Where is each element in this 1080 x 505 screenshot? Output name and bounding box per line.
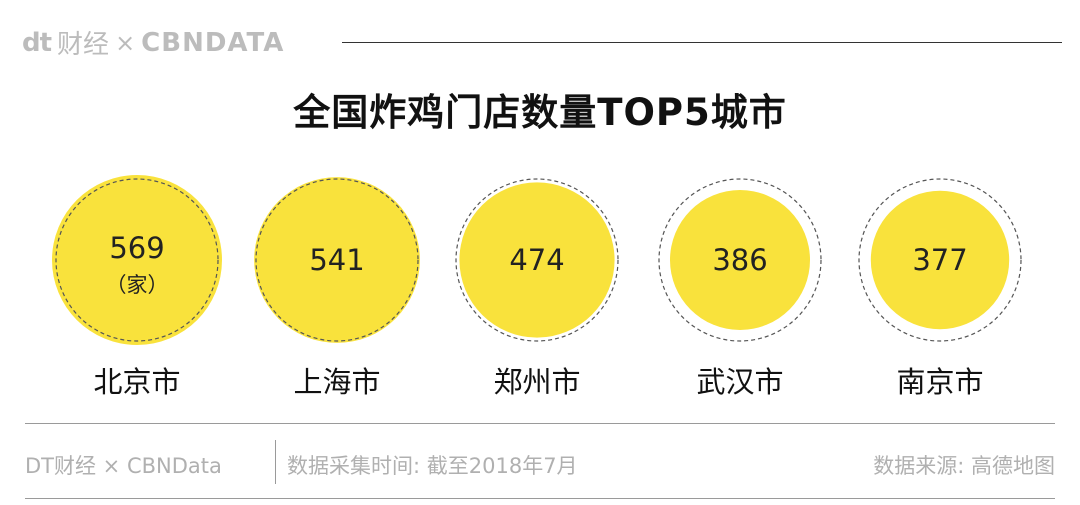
bubble-1	[52, 175, 222, 345]
category-label-1: 北京市	[93, 365, 180, 399]
brand-logo: dt 财经 × CBNDATA	[22, 24, 284, 61]
category-label-3: 郑州市	[493, 365, 580, 399]
category-label-5: 南京市	[896, 365, 983, 399]
bubble-2	[254, 177, 420, 343]
value-label-2: 541	[309, 243, 364, 277]
brand-times: ×	[115, 28, 136, 57]
header-rule	[342, 42, 1062, 43]
footer-brand-source: DT财经 × CBNData	[25, 454, 222, 478]
brand-cbndata: CBNDATA	[141, 27, 285, 58]
value-label-1: 569	[109, 231, 164, 265]
brand-dt: dt	[22, 27, 52, 58]
category-label-4: 武汉市	[696, 365, 783, 399]
chart-title: 全国炸鸡门店数量TOP5城市	[293, 91, 787, 134]
footer-divider-top	[25, 423, 1055, 424]
category-label-2: 上海市	[293, 365, 380, 399]
brand-cn: 财经	[57, 30, 110, 60]
bubble-3	[459, 182, 615, 338]
footer-divider-bottom	[25, 498, 1055, 499]
footer: DT财经 × CBNData 数据采集时间: 截至2018年7月 数据来源: 高…	[25, 440, 1055, 486]
bubble-outline-2	[255, 178, 419, 342]
footer-data-source: 数据来源: 高德地图	[873, 454, 1055, 478]
bubble-outline-4	[658, 178, 822, 342]
bubble-outline-3	[455, 178, 619, 342]
footer-collection-date: 数据采集时间: 截至2018年7月	[287, 454, 578, 478]
value-label-5: 377	[912, 243, 967, 277]
bubble-4	[669, 189, 811, 331]
bubble-outline-5	[858, 178, 1022, 342]
header: dt 财经 × CBNDATA	[22, 20, 1062, 64]
bubble-outline-1	[55, 178, 219, 342]
value-label-4: 386	[712, 243, 767, 277]
footer-separator	[275, 440, 276, 484]
bubble-5	[870, 190, 1010, 330]
unit-label: （家）	[106, 273, 169, 297]
value-label-3: 474	[509, 243, 564, 277]
bubble-chart: 569 （家） 北京市 541 上海市 474 郑州市 386 武汉市 377 南京市	[52, 175, 1022, 399]
